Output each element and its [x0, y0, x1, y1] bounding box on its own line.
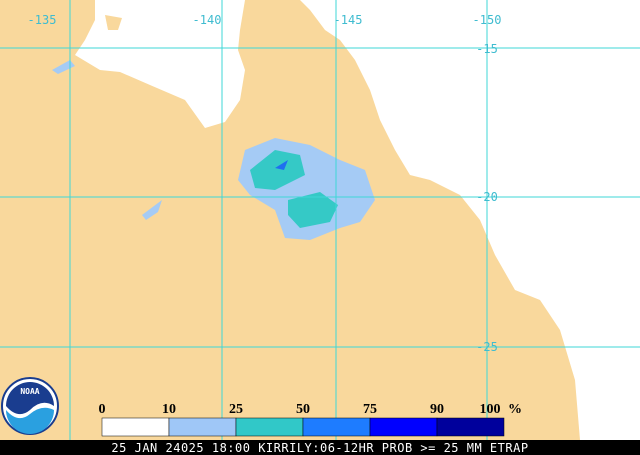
lon-label: -140	[193, 13, 222, 27]
lon-label: -150	[473, 13, 502, 27]
legend-swatch	[436, 417, 505, 437]
legend-tick: 50	[296, 402, 310, 417]
legend-tick: 0	[99, 402, 106, 417]
rain-area	[275, 160, 288, 170]
rain-area	[288, 192, 338, 228]
logo-text: NOAA	[20, 387, 39, 396]
sea	[300, 0, 640, 440]
rain-area	[250, 150, 305, 190]
legend-swatch	[369, 417, 438, 437]
lon-label: -145	[334, 13, 363, 27]
lat-label: -15	[476, 42, 498, 56]
island	[105, 15, 122, 30]
legend-tick: 75	[363, 402, 377, 417]
footer: 25 JAN 24025 18:00 KIRRILY:06-12HR PROB …	[111, 441, 528, 455]
legend-unit: %	[508, 402, 522, 417]
legend-tick: 90	[430, 402, 444, 417]
footer-bar	[0, 440, 640, 455]
rain-area	[142, 200, 162, 220]
logo-bottom	[6, 407, 54, 434]
legend-swatch	[235, 417, 304, 437]
logo-top	[6, 382, 54, 415]
legend-swatch	[101, 417, 170, 437]
legend-tick: 25	[229, 402, 243, 417]
sea	[0, 0, 245, 128]
legend-swatch	[302, 417, 371, 437]
legend-tick: 10	[162, 402, 176, 417]
legend-tick: 100	[480, 402, 501, 417]
legend-swatch	[168, 417, 237, 437]
lon-label: -135	[28, 13, 57, 27]
lat-label: -25	[476, 340, 498, 354]
lat-label: -20	[476, 190, 498, 204]
rain-area	[52, 60, 75, 74]
